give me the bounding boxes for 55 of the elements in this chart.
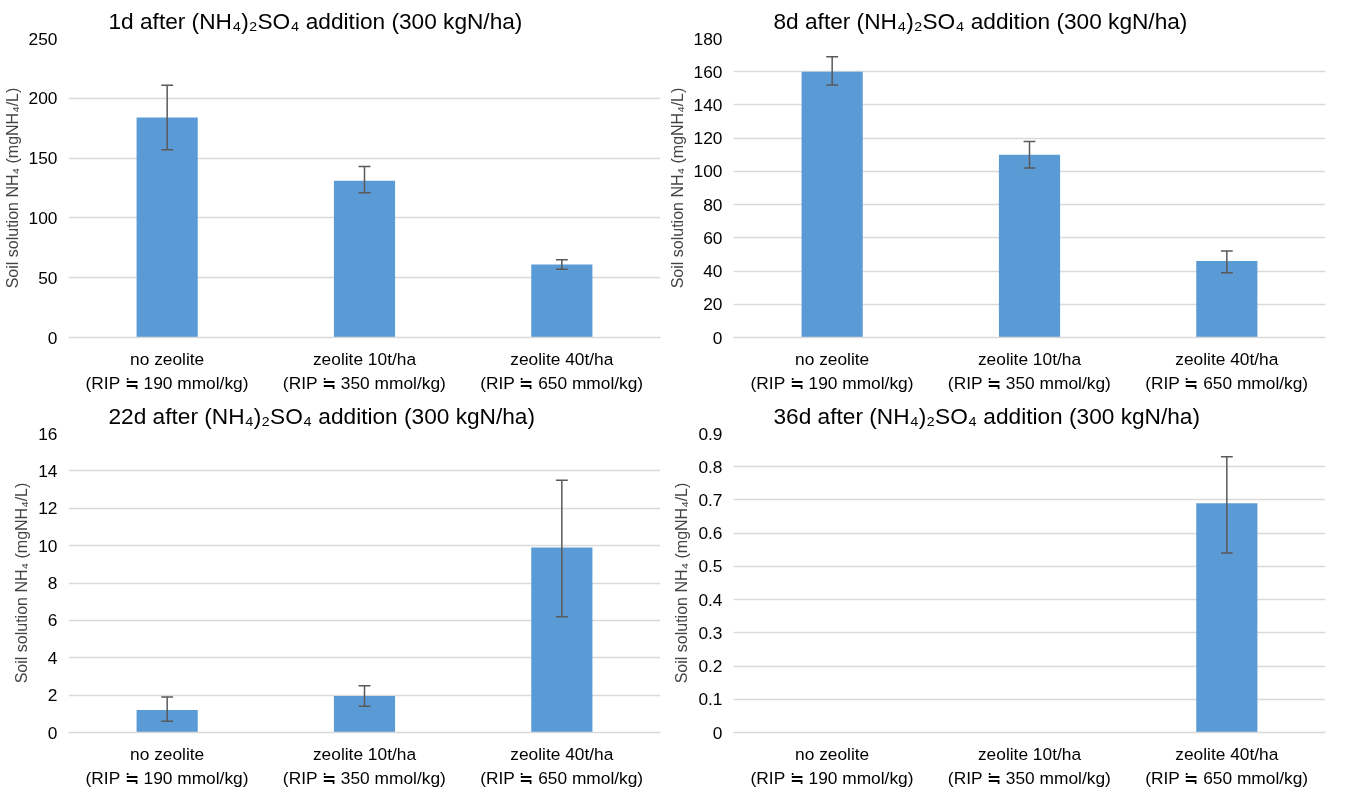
x-tick-label: no zeolite (RIP ≒ 190 mmol/kg) — [85, 348, 249, 393]
chart-title: 8d after (NH₄)₂SO₄ addition (300 kgN/ha) — [773, 7, 1188, 34]
chart-title: 36d after (NH₄)₂SO₄ addition (300 kgN/ha) — [773, 402, 1200, 429]
y-tick-label: 8 — [47, 573, 58, 593]
y-tick-label: 4 — [47, 647, 58, 668]
y-tick-label: 0.1 — [698, 689, 723, 710]
y-tick-label: 0.6 — [698, 523, 723, 544]
y-tick-label: 80 — [703, 194, 723, 215]
y-tick-label: 160 — [693, 61, 723, 82]
y-tick-label: 180 — [693, 28, 723, 49]
y-tick-label: 0 — [712, 327, 723, 348]
y-tick-label: 14 — [38, 460, 58, 481]
y-tick-label: 0.9 — [698, 423, 723, 444]
x-tick-label: no zeolite (RIP ≒ 190 mmol/kg) — [750, 348, 914, 393]
chart-title: 1d after (NH₄)₂SO₄ addition (300 kgN/ha) — [108, 7, 523, 34]
y-axis-title: Soil solution NH₄ (mgNH₄/L) — [668, 87, 686, 289]
y-tick-label: 150 — [28, 148, 58, 169]
y-tick-label: 20 — [703, 294, 723, 315]
y-axis-title: Soil solution NH₄ (mgNH₄/L) — [3, 87, 21, 289]
y-tick-label: 2 — [47, 685, 58, 706]
y-tick-label: 0.3 — [698, 622, 723, 643]
y-tick-label: 100 — [28, 207, 58, 228]
x-tick-label: no zeolite (RIP ≒ 190 mmol/kg) — [750, 743, 914, 788]
y-tick-label: 250 — [28, 28, 58, 49]
y-tick-label: 0.8 — [698, 456, 723, 477]
x-tick-label: zeolite 40t/ha (RIP ≒ 650 mmol/kg) — [480, 348, 644, 393]
y-tick-label: 16 — [38, 423, 58, 444]
y-tick-label: 40 — [703, 261, 723, 282]
y-tick-label: 0.4 — [698, 589, 723, 610]
y-tick-label: 10 — [38, 535, 58, 556]
y-tick-label: 200 — [28, 88, 58, 109]
x-tick-label: no zeolite (RIP ≒ 190 mmol/kg) — [85, 743, 249, 788]
y-tick-label: 60 — [703, 227, 723, 248]
y-tick-label: 50 — [38, 267, 58, 288]
y-axis-title: Soil solution NH₄ (mgNH₄/L) — [13, 482, 31, 684]
x-tick-label: zeolite 40t/ha (RIP ≒ 650 mmol/kg) — [1145, 348, 1309, 393]
y-tick-label: 0 — [47, 327, 58, 348]
x-tick-label: zeolite 40t/ha (RIP ≒ 650 mmol/kg) — [1145, 743, 1309, 788]
x-tick-label: zeolite 10t/ha (RIP ≒ 350 mmol/kg) — [947, 348, 1111, 393]
y-tick-label: 100 — [693, 161, 723, 182]
x-tick-label: zeolite 10t/ha (RIP ≒ 350 mmol/kg) — [282, 348, 446, 393]
y-tick-label: 0 — [47, 722, 58, 743]
y-tick-label: 12 — [38, 498, 58, 519]
x-tick-label: zeolite 40t/ha (RIP ≒ 650 mmol/kg) — [480, 743, 644, 788]
x-tick-label: zeolite 10t/ha (RIP ≒ 350 mmol/kg) — [947, 743, 1111, 788]
y-tick-label: 0.5 — [698, 556, 723, 577]
y-tick-label: 0 — [712, 722, 723, 743]
y-tick-label: 120 — [693, 128, 723, 149]
y-tick-label: 0.2 — [698, 656, 723, 677]
y-tick-label: 6 — [47, 610, 58, 631]
x-tick-label: zeolite 10t/ha (RIP ≒ 350 mmol/kg) — [282, 743, 446, 788]
chart-title: 22d after (NH₄)₂SO₄ addition (300 kgN/ha) — [108, 402, 535, 429]
y-tick-label: 0.7 — [698, 489, 723, 510]
y-axis-title: Soil solution NH₄ (mgNH₄/L) — [673, 482, 691, 684]
y-tick-label: 140 — [693, 94, 723, 115]
